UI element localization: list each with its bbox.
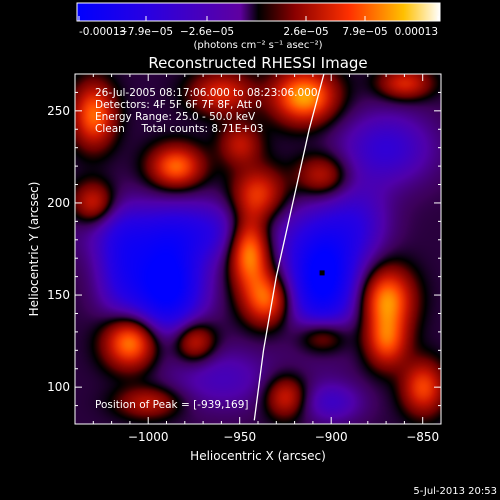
solar-limb-line — [253, 73, 325, 421]
annotation-block: 26-Jul-2005 08:17:06.000 to 08:23:06.000… — [95, 87, 318, 135]
plot-area: −1000 −950 −900 −850 100 150 200 250 — [47, 73, 442, 444]
footer-timestamp: 5-Jul-2013 20:53 — [413, 486, 497, 497]
peak-position-label: Position of Peak = [-939,169] — [95, 399, 249, 411]
annotation-line: Clean Total counts: 8.71E+03 — [95, 123, 264, 135]
colorbar: -0.00013−7.9e−05 −2.6e−05 2.6e−05 7.9e−05 0.… — [76, 2, 441, 51]
heatmap-canvas — [75, 74, 441, 424]
y-tick-label: 150 — [47, 288, 70, 302]
colorbar-unit-label: (photons cm⁻² s⁻¹ asec⁻²) — [193, 40, 322, 51]
colorbar-tick-label: -0.00013 — [79, 26, 126, 38]
colorbar-tick-label: −7.9e−05 — [119, 26, 173, 38]
x-tick-label: −850 — [406, 430, 439, 444]
x-axis-label: Heliocentric X (arcsec) — [190, 449, 326, 463]
chart-title: Reconstructed RHESSI Image — [148, 54, 367, 72]
x-tick-label: −1000 — [128, 430, 169, 444]
peak-marker — [319, 270, 325, 276]
colorbar-tick-label: −2.6e−05 — [180, 26, 234, 38]
y-tick-label: 250 — [47, 104, 70, 118]
y-tick-label: 200 — [47, 196, 70, 210]
annotation-line: Energy Range: 25.0 - 50.0 keV — [95, 111, 256, 123]
x-tick-label: −950 — [223, 430, 256, 444]
colorbar-tick-label: 0.00013 — [395, 26, 438, 38]
colorbar-gradient — [76, 2, 441, 22]
annotation-line: 26-Jul-2005 08:17:06.000 to 08:23:06.000 — [95, 87, 318, 99]
annotation-line: Detectors: 4F 5F 6F 7F 8F, Att 0 — [95, 99, 262, 111]
colorbar-tick-label: 7.9e−05 — [342, 26, 387, 38]
colorbar-tick-label: 2.6e−05 — [283, 26, 328, 38]
y-axis-label: Heliocentric Y (arcsec) — [27, 182, 41, 317]
x-tick-label: −900 — [315, 430, 348, 444]
y-tick-label: 100 — [47, 380, 70, 394]
